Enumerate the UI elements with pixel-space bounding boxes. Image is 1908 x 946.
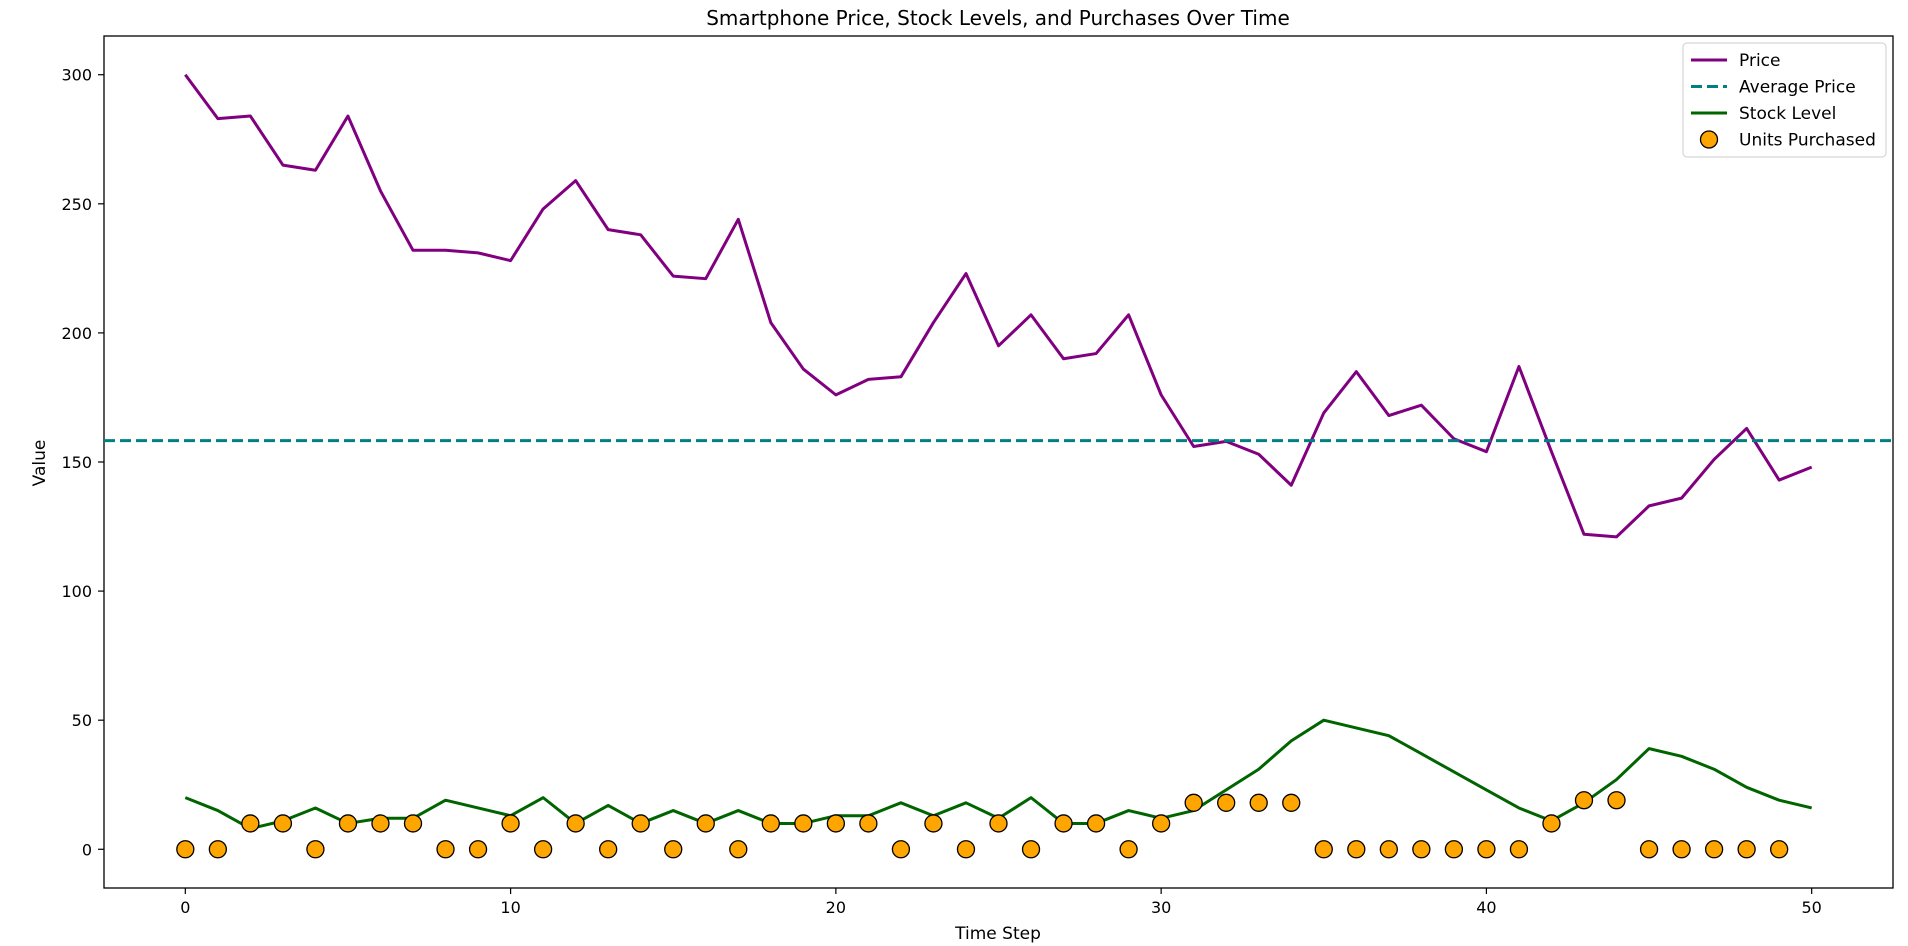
y-axis-label: Value — [30, 440, 50, 487]
x-tick-label: 50 — [1802, 898, 1822, 917]
scatter-point-units-purchased — [1444, 840, 1464, 859]
scatter-point-units-purchased — [1412, 840, 1431, 859]
series-line-stock-level — [184, 718, 1813, 831]
scatter-point-units-purchased — [338, 814, 358, 833]
legend-label: Average Price — [1739, 78, 1856, 98]
x-tick-label: 0 — [180, 898, 190, 917]
scatter-point-units-purchased — [1509, 840, 1529, 859]
scatter-point-units-purchased — [631, 814, 650, 833]
scatter-point-units-purchased — [599, 840, 618, 859]
scatter-point-units-purchased — [1347, 840, 1366, 859]
scatter-point-units-purchased — [1704, 840, 1724, 859]
y-tick-label: 150 — [61, 453, 92, 472]
scatter-point-units-purchased — [696, 814, 715, 833]
scatter-point-units-purchased — [761, 814, 780, 833]
scatter-point-units-purchased — [729, 840, 748, 859]
scatter-point-units-purchased — [241, 814, 260, 833]
scatter-point-units-purchased — [1217, 793, 1236, 812]
scatter-point-units-purchased — [306, 840, 325, 859]
y-tick-label: 200 — [61, 324, 92, 343]
scatter-point-units-purchased — [826, 814, 846, 833]
scatter-point-units-purchased — [1021, 840, 1041, 859]
x-tick-label: 40 — [1476, 898, 1496, 917]
series-layer — [104, 73, 1893, 859]
scatter-point-units-purchased — [1086, 814, 1106, 833]
scatter-point-units-purchased — [794, 814, 813, 833]
legend-label: Units Purchased — [1739, 131, 1876, 151]
scatter-point-units-purchased — [1249, 793, 1268, 812]
y-tick-label: 300 — [61, 66, 92, 85]
scatter-point-units-purchased — [566, 814, 585, 833]
scatter-point-units-purchased — [1151, 814, 1171, 833]
scatter-point-units-purchased — [1542, 814, 1561, 833]
scatter-point-units-purchased — [1477, 840, 1496, 859]
x-axis-label: Time Step — [954, 924, 1041, 944]
scatter-point-units-purchased — [891, 840, 911, 859]
x-tick-label: 20 — [826, 898, 846, 917]
scatter-point-units-purchased — [1737, 840, 1756, 859]
scatter-point-units-purchased — [468, 840, 488, 859]
scatter-point-units-purchased — [1672, 840, 1691, 859]
y-tick-label: 100 — [61, 582, 92, 601]
scatter-point-units-purchased — [176, 840, 195, 859]
scatter-point-units-purchased — [1574, 791, 1594, 810]
legend-box — [1682, 42, 1887, 158]
scatter-point-units-purchased — [1379, 840, 1398, 859]
legend-label: Price — [1739, 51, 1780, 71]
scatter-point-units-purchased — [664, 840, 683, 859]
scatter-point-units-purchased — [1119, 840, 1138, 859]
scatter-point-units-purchased — [1282, 793, 1301, 812]
y-tick-label: 0 — [82, 840, 92, 859]
scatter-point-units-purchased — [1639, 840, 1659, 859]
scatter-point-units-purchased — [501, 814, 520, 833]
scatter-point-units-purchased — [1770, 840, 1789, 859]
legend: Price Average Price Stock Level Units Purch… — [1682, 42, 1887, 158]
scatter-point-units-purchased — [403, 814, 423, 833]
legend-swatch — [1699, 130, 1719, 149]
y-tick-label: 50 — [72, 711, 92, 730]
scatter-point-units-purchased — [956, 840, 976, 859]
y-axis: 0 50 100 150 200 250 300 — [61, 66, 104, 859]
scatter-point-units-purchased — [436, 840, 455, 859]
scatter-point-units-purchased — [1314, 840, 1333, 859]
plot-area — [103, 35, 1894, 889]
scatter-point-units-purchased — [989, 814, 1008, 833]
scatter-point-units-purchased — [533, 840, 553, 859]
scatter-point-units-purchased — [1184, 793, 1203, 812]
scatter-point-units-purchased — [924, 814, 943, 833]
scatter-point-units-purchased — [1607, 791, 1626, 810]
scatter-point-units-purchased — [273, 814, 293, 833]
legend-label: Stock Level — [1739, 104, 1836, 124]
x-tick-label: 30 — [1151, 898, 1171, 917]
scatter-point-units-purchased — [1054, 814, 1073, 833]
chart-title: Smartphone Price, Stock Levels, and Purc… — [706, 6, 1290, 30]
scatter-point-units-purchased — [371, 814, 390, 833]
scatter-point-units-purchased — [208, 840, 227, 859]
x-axis: 0 10 20 30 40 50 — [180, 888, 1822, 917]
x-tick-label: 10 — [500, 898, 520, 917]
scatter-point-units-purchased — [859, 814, 878, 833]
y-tick-label: 250 — [61, 195, 92, 214]
series-line-price — [184, 73, 1813, 539]
